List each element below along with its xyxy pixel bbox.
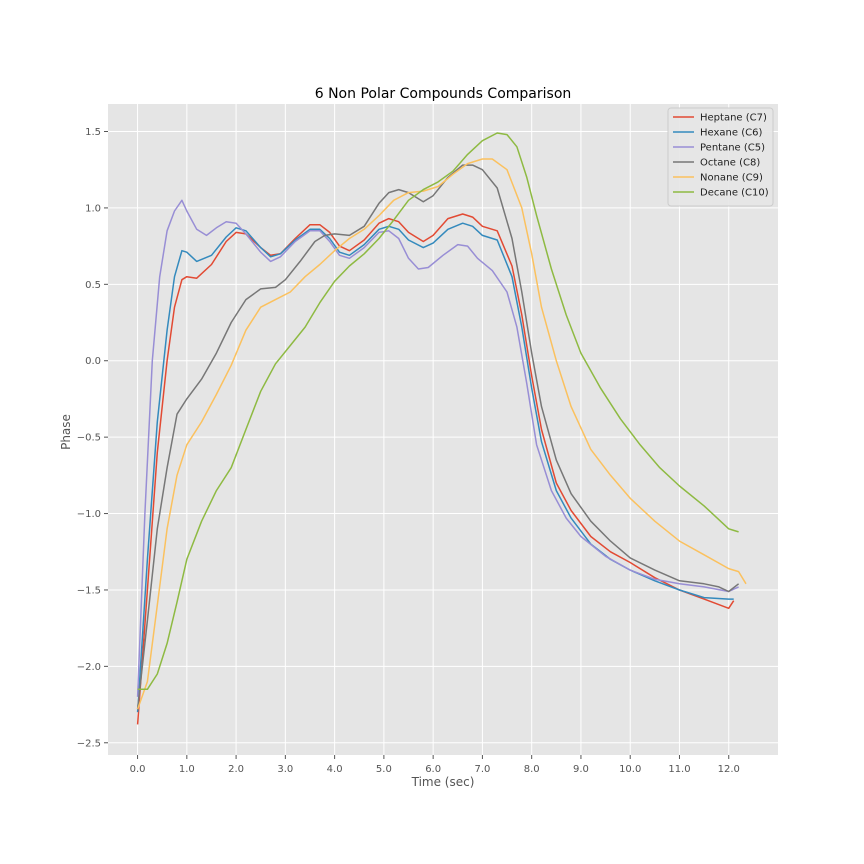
y-axis-label: Phase [59,414,73,450]
series-line-5 [136,158,747,710]
y-tick-label: −1.5 [77,585,101,596]
y-axis: −2.5 −2.0 −1.5 −1.0 −0.5 0.0 0.5 1.0 1.5 [77,127,108,749]
x-tick-label: 8.0 [524,764,540,775]
plot-area [108,104,778,755]
x-tick-label: 6.0 [425,764,441,775]
legend-entry: Heptane (C7) [700,113,767,124]
x-axis-label: Time (sec) [411,775,475,789]
x-tick-label: 10.0 [619,764,641,775]
x-tick-label: 2.0 [228,764,244,775]
y-tick-label: 0.0 [85,356,101,367]
legend-entry: Octane (C8) [700,158,760,169]
y-tick-label: 1.0 [85,203,101,214]
x-tick-label: 9.0 [573,764,589,775]
legend-box [667,107,774,207]
legend-entry: Pentane (C5) [700,143,765,154]
x-tick-label: 1.0 [179,764,195,775]
series-line-3 [136,199,739,697]
x-axis: 0.0 1.0 2.0 3.0 4.0 5.0 6.0 7.0 8.0 9.0 10.0 11.0 12… [130,755,740,775]
y-tick-label: −0.5 [77,433,101,444]
x-tick-label: 0.0 [130,764,146,775]
y-tick-label: 0.5 [85,280,101,291]
x-tick-label: 11.0 [668,764,690,775]
y-tick-label: −1.0 [77,509,101,520]
x-tick-label: 12.0 [718,764,740,775]
legend-entry: Decane (C10) [700,188,769,199]
series-line-6 [137,132,739,691]
y-tick-label: −2.5 [77,738,101,749]
chart-title: 6 Non Polar Compounds Comparison [315,86,572,102]
legend: Heptane (C7) Hexane (C6) Pentane (C5) Octan… [667,107,774,207]
legend-entry: Hexane (C6) [700,128,762,139]
x-tick-label: 3.0 [277,764,293,775]
y-tick-label: −2.0 [77,662,101,673]
y-tick-label: 1.5 [85,127,101,138]
x-tick-label: 4.0 [327,764,343,775]
series-line-1 [136,213,735,725]
x-tick-label: 7.0 [474,764,490,775]
legend-entry: Nonane (C9) [700,173,763,184]
x-tick-label: 5.0 [376,764,392,775]
series-layer [136,132,747,725]
